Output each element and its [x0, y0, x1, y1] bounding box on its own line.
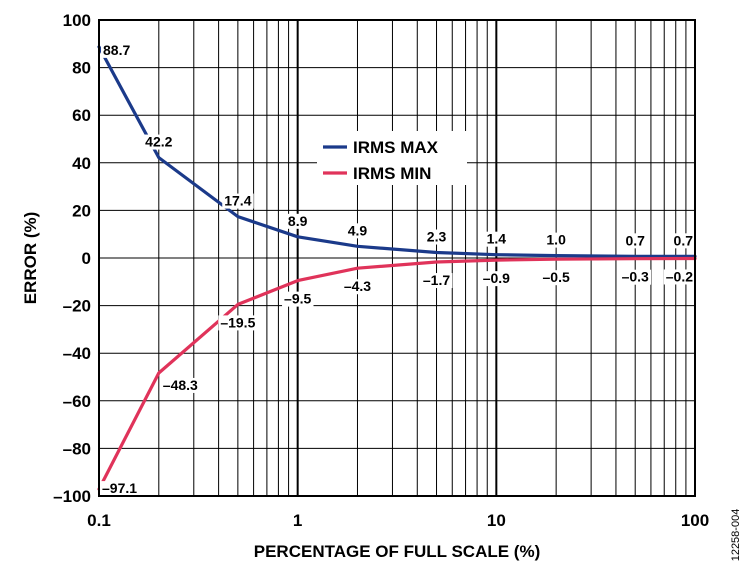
tick-labels: 100 80 60 40 20 0 –20 –40 –60 –80 –100 0.1 1 10 100 [53, 11, 709, 530]
irms-min-data-label: –0.3 [622, 269, 649, 285]
data-label-background [100, 481, 140, 497]
legend-background [317, 131, 467, 185]
x-axis-title: PERCENTAGE OF FULL SCALE (%) [254, 542, 541, 561]
irms-max-data-label: 1.4 [487, 231, 507, 247]
grid [99, 20, 695, 496]
y-tick-label: –60 [63, 392, 91, 411]
data-label-background [663, 269, 696, 285]
data-label-background [480, 271, 513, 287]
data-label-background [420, 273, 453, 289]
irms-min-data-label: –97.1 [102, 480, 137, 496]
y-tick-label: 40 [72, 154, 91, 173]
data-label-background [484, 231, 509, 247]
irms-min-data-label: –0.5 [543, 269, 570, 285]
y-tick-label: –20 [63, 297, 91, 316]
x-tick-label: 1 [293, 511, 302, 530]
data-label-background [619, 269, 652, 285]
data-label-background [540, 270, 572, 286]
irms-max-data-label: 8.9 [288, 213, 308, 229]
irms-min-data-label: –1.7 [423, 272, 450, 288]
irms-max-data-label: 4.9 [348, 222, 368, 238]
y-tick-label: –80 [63, 439, 91, 458]
irms-max-line [97, 45, 697, 258]
irms-min-data-label: –4.3 [344, 278, 371, 294]
y-tick-label: 20 [72, 201, 91, 220]
data-label-background [282, 291, 314, 307]
irms-max-data-label: 17.4 [224, 193, 251, 209]
x-tick-label: 100 [681, 511, 709, 530]
data-label-background [160, 377, 201, 393]
data-label-background [341, 279, 374, 295]
figure-id: 12258-004 [730, 509, 742, 562]
legend: IRMS MAX IRMS MIN [317, 131, 467, 185]
irms-max-data-label: 0.7 [625, 232, 645, 248]
data-label-background [143, 134, 175, 150]
data-label-background [218, 315, 258, 331]
y-tick-label: 80 [72, 59, 91, 78]
data-labels: 88.7 42.2 17.4 8.9 4.9 2.3 1.4 1.0 0.7 0.7 –97.1 –4… [100, 42, 696, 497]
data-label-background [101, 42, 133, 58]
y-tick-label: –40 [63, 344, 91, 363]
y-tick-label: –100 [53, 487, 91, 506]
y-tick-label: 100 [63, 11, 91, 30]
irms-max-data-label: 0.7 [674, 232, 694, 248]
irms-min-data-label: –9.5 [284, 291, 311, 307]
irms-min-line [97, 256, 697, 491]
data-label-background [222, 193, 254, 209]
legend-label-irms-max: IRMS MAX [353, 138, 439, 157]
irms-max-data-label: 1.0 [546, 232, 566, 248]
series-lines [97, 45, 697, 491]
y-tick-label: 60 [72, 106, 91, 125]
plot-frame [98, 19, 696, 497]
y-tick-label: 0 [82, 249, 91, 268]
irms-max-data-label: 2.3 [427, 229, 447, 245]
data-label-background [345, 223, 370, 239]
data-label-background [285, 213, 310, 229]
irms-max-data-label: 88.7 [103, 42, 130, 58]
x-tick-label: 10 [487, 511, 506, 530]
data-label-background [671, 233, 696, 249]
irms-max-data-label: 42.2 [145, 134, 172, 150]
irms-min-data-label: –0.2 [666, 268, 693, 284]
x-tick-label: 0.1 [87, 511, 111, 530]
irms-min-data-label: –19.5 [220, 314, 255, 330]
irms-min-data-label: –48.3 [163, 377, 198, 393]
legend-label-irms-min: IRMS MIN [353, 164, 431, 183]
data-label-background [424, 229, 449, 245]
irms-min-data-label: –0.9 [483, 270, 510, 286]
data-label-background [544, 232, 569, 248]
data-label-background [623, 233, 648, 249]
y-axis-title: ERROR (%) [21, 212, 40, 305]
